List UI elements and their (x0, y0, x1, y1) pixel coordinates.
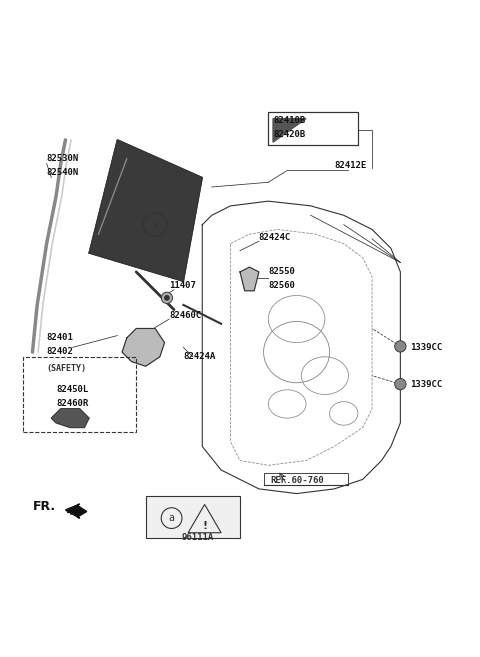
Text: a: a (152, 219, 158, 230)
Polygon shape (273, 119, 306, 142)
Text: FR.: FR. (33, 500, 56, 513)
Text: 82530N: 82530N (47, 154, 79, 163)
Text: 82460C: 82460C (169, 311, 202, 320)
Polygon shape (51, 409, 89, 428)
Text: 1339CC: 1339CC (410, 343, 442, 351)
Circle shape (164, 295, 170, 301)
Text: 11407: 11407 (169, 281, 196, 290)
Text: 82420B: 82420B (273, 131, 305, 139)
Text: 82402: 82402 (47, 348, 73, 357)
Text: 82424C: 82424C (259, 233, 291, 242)
Text: 82424A: 82424A (183, 351, 216, 361)
Text: 82401: 82401 (47, 333, 73, 342)
Bar (145, 496, 240, 538)
Text: a: a (168, 513, 175, 523)
Text: 96111A: 96111A (181, 533, 213, 542)
Polygon shape (122, 328, 165, 366)
Text: 82540N: 82540N (47, 168, 79, 177)
Text: !: ! (202, 520, 207, 531)
Polygon shape (89, 140, 202, 281)
Text: 82560: 82560 (268, 281, 295, 290)
Circle shape (161, 292, 172, 304)
Polygon shape (240, 267, 259, 291)
Text: 82410B: 82410B (273, 116, 305, 125)
Bar (264, 473, 348, 485)
Polygon shape (65, 504, 87, 518)
Text: 82412E: 82412E (335, 161, 367, 170)
Circle shape (395, 341, 406, 352)
Bar (268, 112, 358, 145)
Text: (SAFETY): (SAFETY) (47, 364, 86, 373)
Circle shape (395, 378, 406, 390)
Text: 82550: 82550 (268, 267, 295, 276)
Text: 82450L: 82450L (56, 385, 88, 394)
Text: REF.60-760: REF.60-760 (271, 476, 324, 486)
Text: 82460R: 82460R (56, 399, 88, 408)
Text: 1339CC: 1339CC (410, 380, 442, 390)
